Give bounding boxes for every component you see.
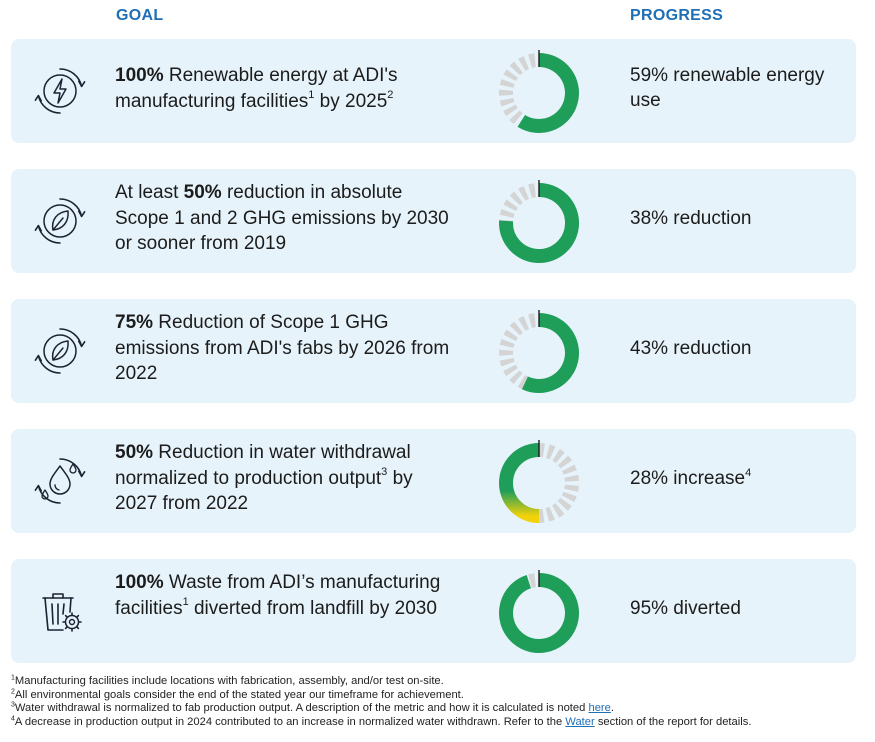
progress-value: 28% increase4 <box>630 466 840 491</box>
progress-donut <box>496 180 582 266</box>
progress-column-header: PROGRESS <box>630 7 724 24</box>
progress-label: 95% diverted <box>630 598 741 619</box>
leaf-cycle-icon <box>33 324 87 378</box>
footnote-text: Manufacturing facilities include locatio… <box>14 675 444 687</box>
goal-text: 100% Renewable energy at ADI's manufactu… <box>115 63 460 114</box>
goal-card-waste-diversion: 100% Waste from ADI’s manufacturing faci… <box>11 559 856 663</box>
footnote-2: 2All environmental goals consider the en… <box>11 687 871 703</box>
footnote-4: 4A decrease in production output in 2024… <box>11 715 871 730</box>
progress-value: 95% diverted <box>630 596 840 621</box>
footnote-text: A decrease in production output in 2024 … <box>14 715 566 728</box>
footnote-ref: 2 <box>387 89 394 102</box>
progress-donut <box>496 570 582 656</box>
goal-description-end: by 2025 <box>314 90 388 112</box>
goal-description-end: by 2027 from 2022 <box>115 467 413 515</box>
progress-donut <box>496 310 582 396</box>
goal-percent: 50% <box>115 442 154 463</box>
goal-text: At least 50% reduction in absolute Scope… <box>115 180 460 257</box>
footnote-number: 2 <box>11 687 15 695</box>
goal-percent: 50% <box>183 182 222 203</box>
goal-percent: 100% <box>115 65 164 86</box>
progress-value: 59% renewable energy use <box>630 63 840 113</box>
goal-description-end: diverted from landfill by 2030 <box>188 597 437 619</box>
progress-donut <box>496 440 582 526</box>
leaf-cycle-icon <box>33 194 87 248</box>
goal-description: Reduction in water withdrawal normalized… <box>115 442 411 489</box>
water-drops-cycle-icon <box>33 454 87 508</box>
goal-prefix: At least <box>115 182 184 203</box>
goal-card-scope-1-fabs: 75% Reduction of Scope 1 GHG emissions f… <box>11 299 856 403</box>
goal-description: Reduction of Scope 1 GHG emissions from … <box>115 312 450 384</box>
goal-text: 100% Waste from ADI’s manufacturing faci… <box>115 570 460 621</box>
goal-description: Renewable energy at ADI's manufacturing … <box>115 65 398 112</box>
goal-description: reduction in absolute Scope 1 and 2 GHG … <box>115 182 449 254</box>
goal-card-water-withdrawal: 50% Reduction in water withdrawal normal… <box>11 429 856 533</box>
footnote-number: 3 <box>11 701 15 709</box>
progress-label: 28% increase <box>630 468 746 489</box>
donut-progress-arc <box>499 443 540 523</box>
lightning-bolt-icon <box>33 64 87 118</box>
goal-text: 75% Reduction of Scope 1 GHG emissions f… <box>115 310 460 387</box>
footnote-3: 3Water withdrawal is normalized to fab p… <box>11 701 871 716</box>
donut-progress-arc <box>517 53 579 133</box>
recycling-bin-gear-icon <box>33 584 87 638</box>
progress-value: 38% reduction <box>630 206 840 231</box>
footnote-ref: 1 <box>308 89 315 102</box>
donut-progress-arc <box>521 313 579 393</box>
progress-label: 38% reduction <box>630 208 752 229</box>
footnote-ref: 4 <box>745 466 752 479</box>
footnote-ref: 3 <box>381 466 388 479</box>
progress-donut <box>496 50 582 136</box>
goal-description: Waste from ADI’s manufacturing facilitie… <box>115 572 441 619</box>
progress-label: 59% renewable energy use <box>630 65 825 111</box>
footnote-number: 4 <box>11 715 15 723</box>
footnote-text-end: section of the report for details. <box>594 715 752 728</box>
footnote-text: Water withdrawal is normalized to fab pr… <box>14 702 589 715</box>
water-section-link[interactable]: Water <box>565 715 595 728</box>
footnotes: 1Manufacturing facilities include locati… <box>11 674 871 730</box>
progress-value: 43% reduction <box>630 336 840 361</box>
goal-text: 50% Reduction in water withdrawal normal… <box>115 440 460 517</box>
progress-label: 43% reduction <box>630 338 752 359</box>
goal-percent: 75% <box>115 312 154 333</box>
footnote-text: All environmental goals consider the end… <box>14 688 464 701</box>
here-link[interactable]: here <box>588 702 611 715</box>
donut-progress-arc <box>499 573 579 653</box>
goal-column-header: GOAL <box>116 7 164 24</box>
goal-percent: 100% <box>115 572 164 593</box>
footnote-text-end: . <box>610 702 614 715</box>
footnote-1: 1Manufacturing facilities include locati… <box>11 674 871 689</box>
goal-card-renewable-energy: 100% Renewable energy at ADI's manufactu… <box>11 39 856 143</box>
goal-card-scope-1-2-emissions: At least 50% reduction in absolute Scope… <box>11 169 856 273</box>
donut-progress-arc <box>499 183 579 263</box>
footnote-number: 1 <box>11 674 15 682</box>
footnote-ref: 1 <box>182 596 189 609</box>
